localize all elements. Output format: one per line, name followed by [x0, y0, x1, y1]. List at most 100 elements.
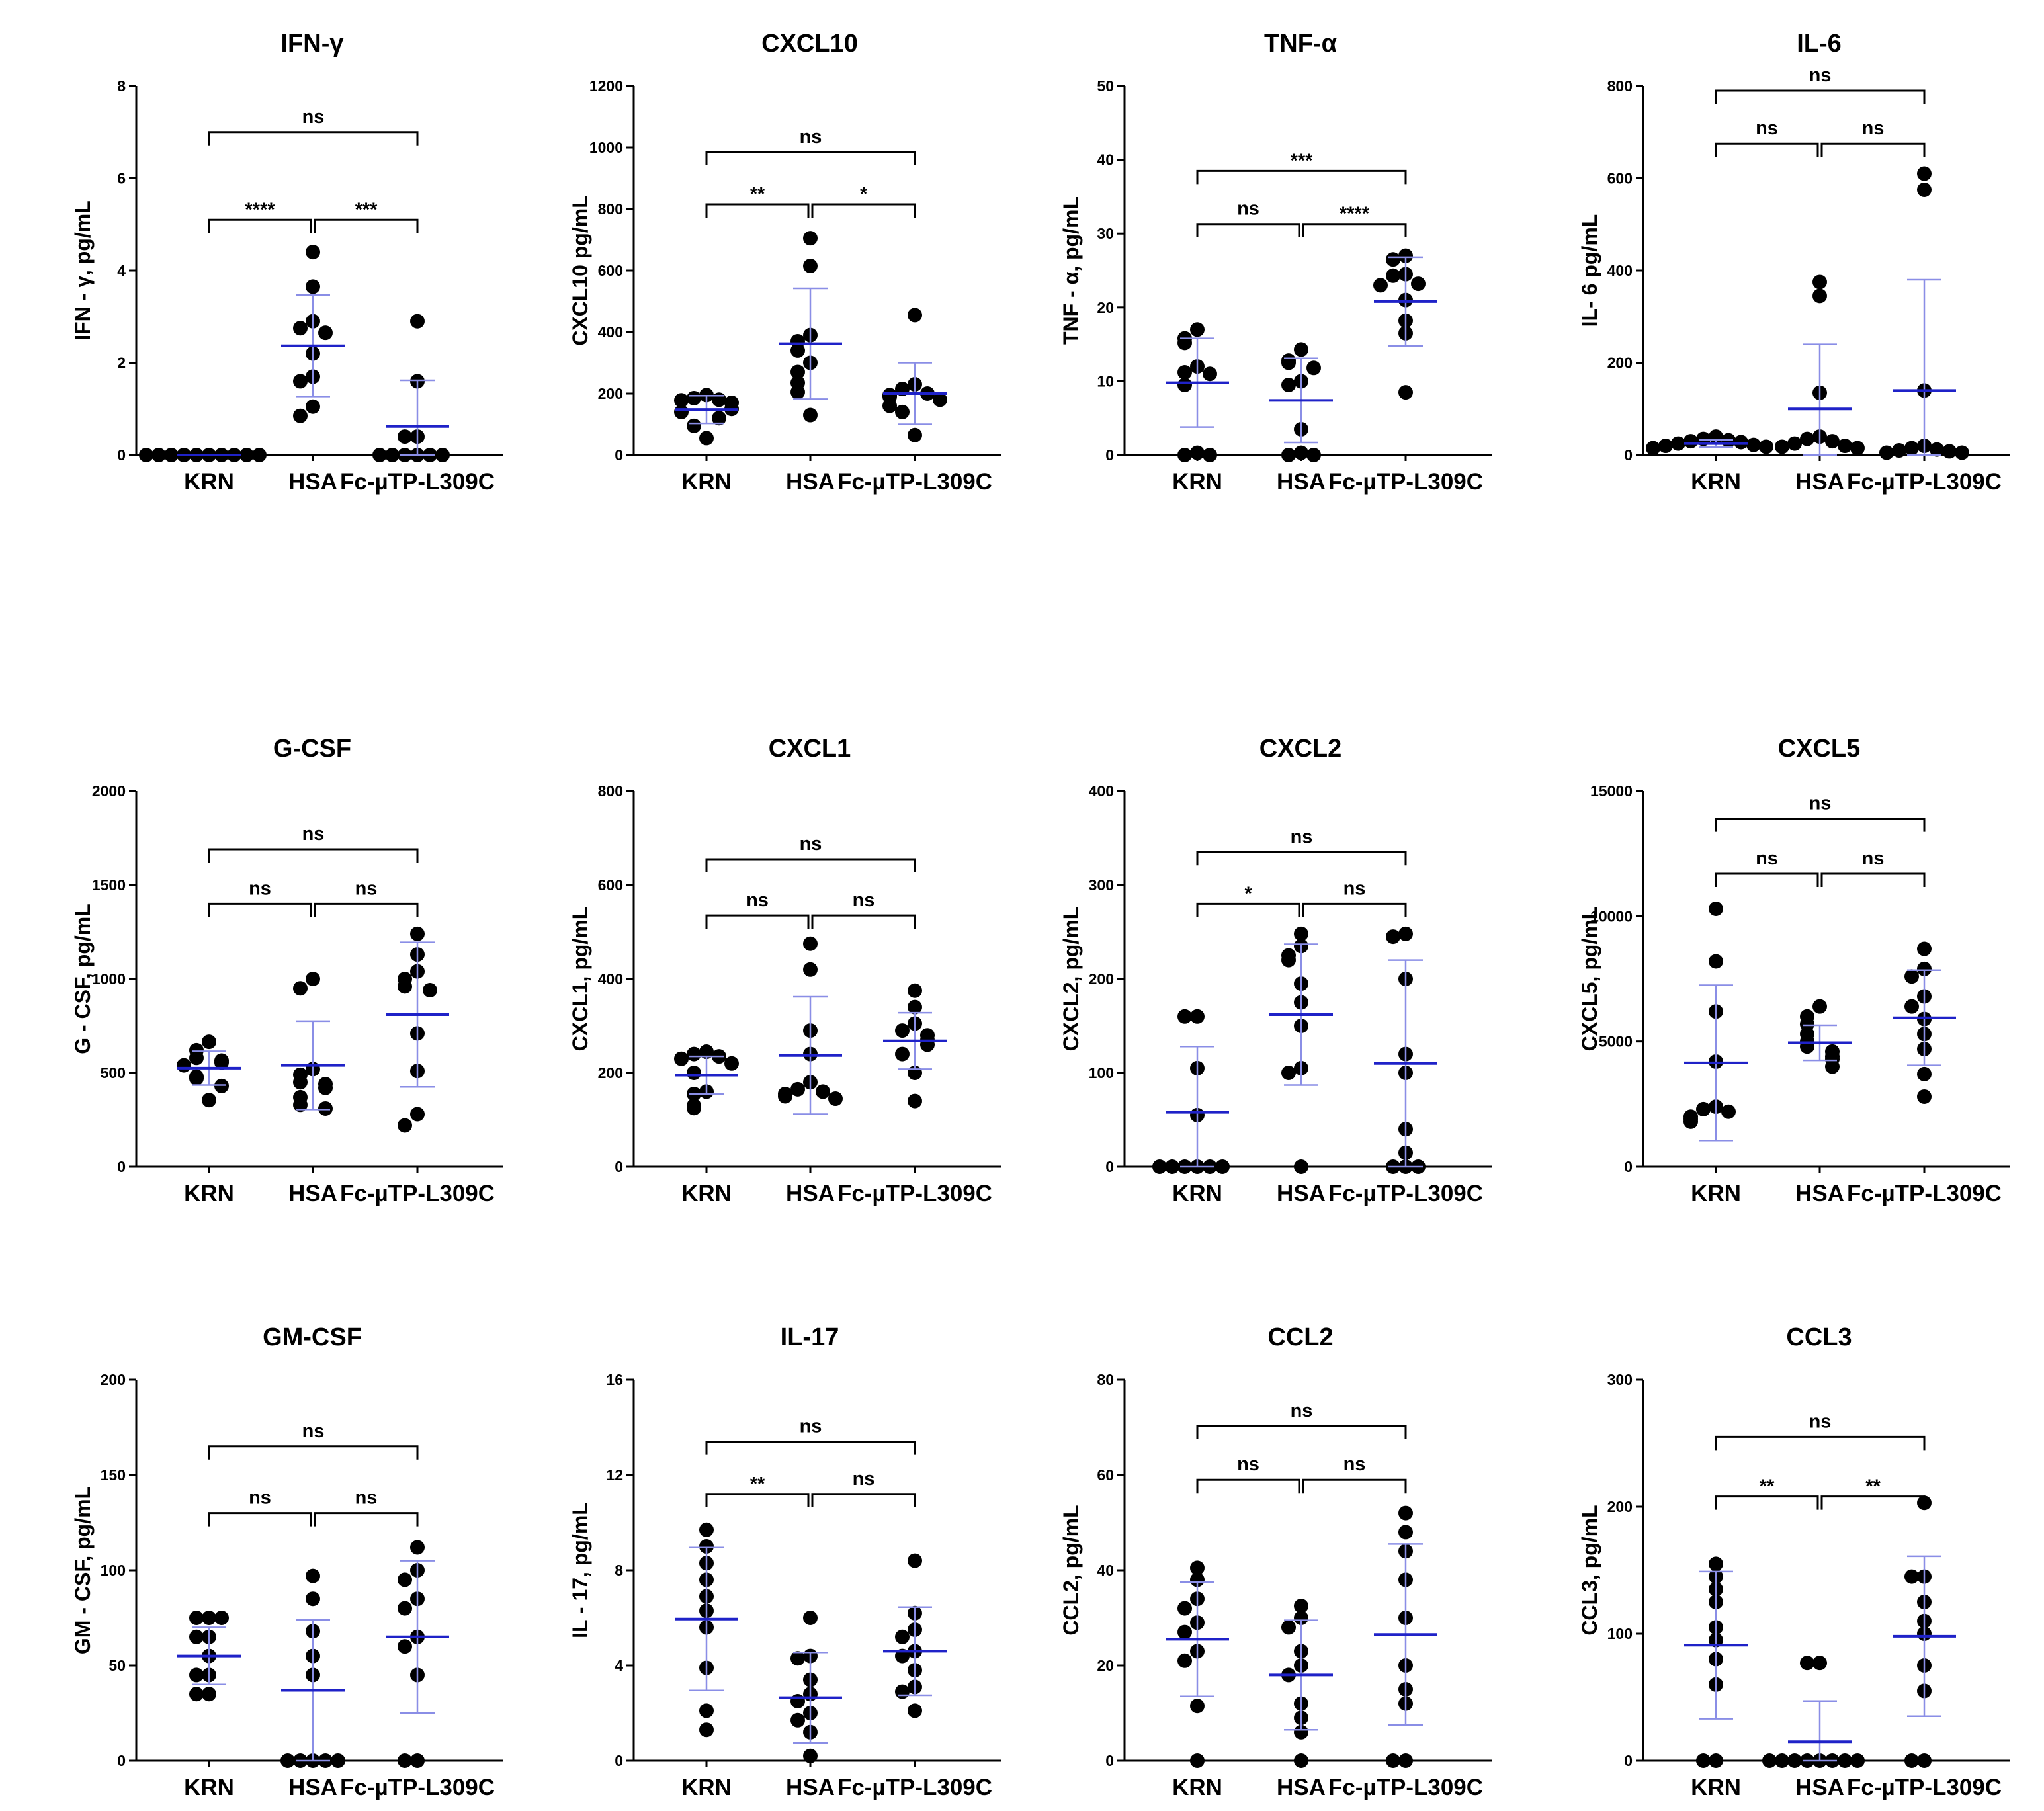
significance-label: ns	[853, 1468, 875, 1490]
chart-panel-ifn-: IFN-γ IFN - γ, pg/mL 0 2 4 6 8 KRN HSA Fc-µTP-L30…	[71, 30, 503, 495]
significance-label: ns	[1809, 65, 1832, 86]
chart-panel-g-csf: G-CSF G - CSF, pg/mL 0 500 1000 1500 2000 KRN HS…	[71, 735, 503, 1206]
data-point	[882, 398, 897, 413]
data-point	[1658, 439, 1673, 454]
y-tick-label: 2	[117, 355, 126, 372]
y-axis-label: CXCL1, pg/mL	[568, 907, 592, 1052]
significance-label: ns	[249, 1488, 271, 1509]
significance-bracket	[1196, 851, 1407, 866]
significance-label: ns	[800, 1416, 822, 1437]
x-tick-label: Fc-µTP-L309C	[1847, 1181, 2002, 1206]
significance-label: **	[750, 184, 765, 205]
y-tick-label: 60	[1097, 1466, 1114, 1484]
x-tick-label: KRN	[681, 1181, 732, 1206]
data-point	[306, 1591, 320, 1607]
significance-bracket	[314, 902, 419, 917]
data-point	[1879, 445, 1894, 460]
x-tick-label: Fc-µTP-L309C	[837, 469, 992, 495]
data-point	[1709, 954, 1723, 969]
data-point	[803, 231, 818, 246]
data-point	[1215, 1159, 1230, 1174]
chart-title: CCL2	[1267, 1324, 1333, 1351]
data-point	[1942, 444, 1957, 459]
data-point	[674, 1051, 689, 1066]
y-tick-label: 1500	[92, 876, 126, 894]
data-point	[724, 1056, 739, 1071]
y-tick-label: 200	[1607, 1498, 1633, 1515]
data-point	[1917, 166, 1932, 181]
y-tick-label: 1000	[92, 970, 126, 988]
x-tick-label: HSA	[288, 1181, 337, 1206]
data-point	[410, 314, 425, 329]
significance-bracket	[811, 203, 916, 218]
significance-label: ns	[1291, 826, 1313, 847]
data-point	[1646, 441, 1660, 456]
data-point	[699, 1044, 714, 1060]
data-point	[803, 962, 818, 977]
data-point	[699, 1722, 714, 1738]
y-axis-label: TNF - α, pg/mL	[1059, 196, 1083, 345]
y-tick-label: 0	[615, 1158, 623, 1175]
data-point	[933, 392, 947, 407]
data-point	[1904, 969, 1919, 984]
data-point	[1190, 1560, 1205, 1576]
data-point	[1281, 1620, 1296, 1635]
data-point	[1904, 1569, 1919, 1584]
x-tick-label: KRN	[1172, 1775, 1222, 1800]
x-tick-label: HSA	[288, 469, 337, 495]
data-point	[790, 364, 805, 380]
x-tick-label: KRN	[184, 469, 234, 495]
y-tick-label: 300	[1089, 876, 1114, 894]
y-tick-label: 12	[606, 1466, 623, 1484]
significance-label: *	[860, 184, 868, 205]
y-tick-label: 1000	[589, 139, 623, 156]
significance-label: ns	[355, 1488, 378, 1509]
significance-label: **	[1865, 1476, 1881, 1497]
x-tick-label: KRN	[1691, 1181, 1741, 1206]
data-point	[1904, 999, 1919, 1014]
data-point	[1398, 1505, 1413, 1521]
y-tick-label: 600	[598, 876, 623, 894]
data-point	[778, 1089, 792, 1104]
y-tick-label: 200	[1607, 355, 1633, 372]
data-point	[1398, 385, 1413, 400]
significance-bracket	[208, 1445, 419, 1460]
data-point	[1838, 1753, 1852, 1768]
data-point	[1762, 1753, 1777, 1768]
data-point	[1775, 1753, 1789, 1768]
y-tick-label: 300	[1607, 1371, 1633, 1388]
data-point	[699, 431, 714, 446]
data-point	[1787, 436, 1802, 451]
significance-bracket	[1820, 1495, 1926, 1510]
significance-label: ***	[1291, 150, 1314, 171]
y-axis-label: IL - 17, pg/mL	[568, 1502, 592, 1638]
significance-label: ****	[245, 199, 275, 220]
data-point	[908, 1553, 922, 1568]
data-point	[1800, 1039, 1814, 1054]
data-point	[189, 1667, 204, 1683]
y-tick-label: 8	[117, 77, 126, 95]
data-point	[1917, 1089, 1932, 1104]
y-axis-label: CXCL2, pg/mL	[1059, 907, 1083, 1052]
x-tick-label: Fc-µTP-L309C	[1328, 1775, 1483, 1800]
data-point	[1398, 1753, 1413, 1768]
data-point	[1190, 445, 1205, 460]
significance-label: ns	[302, 106, 325, 128]
data-point	[712, 411, 726, 426]
data-point	[790, 384, 805, 400]
significance-bracket	[1196, 223, 1300, 237]
data-point	[293, 1097, 308, 1113]
chart-panel-cxcl2: CXCL2 CXCL2, pg/mL 0 100 200 300 400 KRN HSA Fc-µ…	[1059, 735, 1492, 1206]
y-tick-label: 0	[1105, 1158, 1114, 1175]
significance-label: ns	[1343, 878, 1366, 899]
data-point	[1904, 1753, 1919, 1768]
data-point	[687, 390, 701, 405]
chart-panel-ccl3: CCL3 CCL3, pg/mL 0 100 200 300 KRN HSA Fc-µTP-L3…	[1578, 1324, 2010, 1800]
y-tick-label: 1200	[589, 77, 623, 95]
data-point	[790, 1651, 805, 1666]
x-tick-label: HSA	[786, 469, 835, 495]
data-point	[1203, 366, 1217, 382]
data-point	[189, 1050, 204, 1066]
data-point	[410, 1540, 425, 1555]
